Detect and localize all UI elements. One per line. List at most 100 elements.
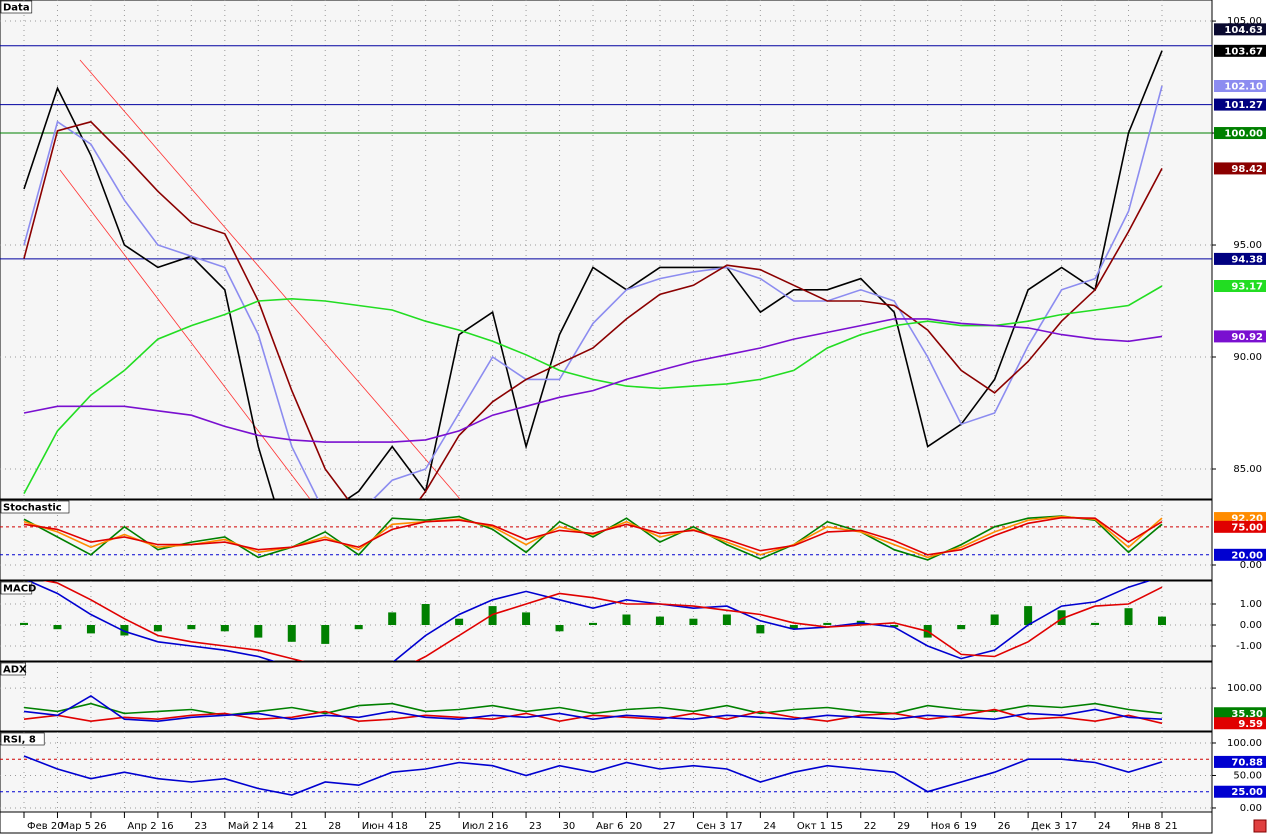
histogram-bar [421, 603, 430, 626]
corner-icon[interactable] [1253, 819, 1267, 833]
histogram-bar [254, 625, 263, 638]
price-marker [1214, 785, 1266, 798]
price-marker [1214, 44, 1266, 57]
x-tick-label: 22 [864, 821, 877, 832]
panel-plot [0, 662, 1212, 731]
histogram-bar [555, 625, 564, 632]
histogram-bar [1158, 616, 1166, 626]
series-line [23, 50, 1163, 499]
panel-title-box [0, 500, 70, 514]
x-tick-label: 27 [663, 821, 676, 832]
x-tick-label: 21 [1165, 821, 1178, 832]
price-marker [1214, 162, 1266, 175]
price-marker [1214, 707, 1266, 720]
price-marker-label: 75.00 [1231, 522, 1263, 533]
histogram-bar [823, 622, 832, 626]
price-marker-label: 25.00 [1231, 787, 1263, 798]
histogram-bar [1024, 606, 1033, 626]
panel-title: ADX [3, 665, 27, 676]
panel-background [0, 661, 1213, 732]
histogram-bar [153, 625, 162, 632]
x-tick-label: 30 [563, 821, 576, 832]
panel-plot [0, 500, 1212, 580]
y-tick-label: 90.00 [1233, 352, 1262, 363]
histogram-bar [689, 618, 698, 626]
x-tick-label: Апр 2 [127, 821, 156, 832]
y-tick-label: 95.00 [1233, 240, 1262, 251]
histogram-bar [120, 625, 129, 636]
price-marker-label: 103.67 [1224, 46, 1263, 57]
x-tick-label: 28 [328, 821, 341, 832]
x-tick-label: 24 [763, 821, 776, 832]
x-tick-label: Июл 2 [462, 821, 494, 832]
x-tick-label: 17 [730, 821, 743, 832]
series-line [23, 515, 1163, 559]
y-tick-label: 0.00 [1240, 620, 1262, 631]
x-tick-label: Сен 3 [696, 821, 725, 832]
trend-line [79, 59, 461, 499]
price-marker-label: 93.17 [1231, 282, 1263, 293]
x-tick-label: Июн 4 [362, 821, 394, 832]
y-tick-label: -1.00 [1236, 641, 1262, 652]
y-tick-label: 1.00 [1240, 599, 1262, 610]
panel-background [0, 731, 1213, 813]
x-tick-label: Дек 3 [1031, 821, 1061, 832]
x-tick-label: 17 [1065, 821, 1078, 832]
series-line [23, 285, 1163, 494]
series-line [23, 515, 1163, 561]
histogram-bar [1091, 622, 1100, 626]
series-line [42, 581, 1163, 661]
price-marker-label: 9.59 [1238, 719, 1263, 730]
histogram-bar [990, 614, 999, 626]
histogram-bar [1057, 610, 1066, 626]
price-marker-label: 94.38 [1231, 254, 1263, 265]
histogram-bar [488, 606, 497, 626]
histogram-bar [589, 622, 597, 626]
x-tick-label: 21 [295, 821, 308, 832]
histogram-bar [1124, 608, 1133, 626]
x-tick-label: Мар 5 [60, 821, 91, 832]
series-line [23, 120, 1163, 499]
price-marker-label: 35.30 [1231, 709, 1263, 720]
histogram-bar [957, 625, 966, 630]
x-tick-label: Янв 8 [1132, 821, 1161, 832]
price-marker [1214, 98, 1266, 111]
price-marker-label: 90.92 [1231, 332, 1263, 343]
x-tick-label: 16 [496, 821, 509, 832]
y-tick-label: 100.00 [1227, 738, 1262, 749]
y-tick-label: 0.00 [1240, 560, 1262, 571]
histogram-bar [890, 625, 899, 628]
x-tick-label: 29 [897, 821, 910, 832]
x-tick-label: Май 2 [228, 821, 259, 832]
x-tick-label: Ноя 6 [931, 821, 960, 832]
price-marker [1214, 520, 1266, 533]
histogram-bar [53, 625, 62, 630]
histogram-bar [86, 625, 95, 634]
histogram-bar [722, 614, 731, 626]
price-marker [1214, 127, 1266, 140]
histogram-bar [455, 618, 464, 626]
panel-title-box [0, 732, 45, 746]
series-line [23, 516, 1163, 556]
x-tick-label: Окт 1 [797, 821, 826, 832]
x-tick-label: 16 [161, 821, 174, 832]
price-marker [1214, 548, 1266, 561]
trend-line [59, 169, 311, 499]
price-marker-label: 101.27 [1224, 100, 1263, 111]
histogram-bar [756, 625, 765, 634]
series-line [23, 708, 1163, 725]
histogram-bar [522, 612, 531, 626]
x-tick-label: Авг 6 [596, 821, 624, 832]
x-tick-label: 24 [1098, 821, 1111, 832]
price-marker-label: 98.42 [1231, 164, 1263, 175]
histogram-bar [187, 625, 196, 630]
y-tick-label: 105.00 [1227, 16, 1262, 27]
y-tick-label: 100.00 [1227, 683, 1262, 694]
panel-background [0, 499, 1213, 581]
x-tick-label: 23 [194, 821, 207, 832]
x-tick-label: 20 [629, 821, 642, 832]
histogram-bar [655, 616, 664, 626]
panel-plot [0, 732, 1212, 812]
price-marker [1214, 330, 1266, 343]
